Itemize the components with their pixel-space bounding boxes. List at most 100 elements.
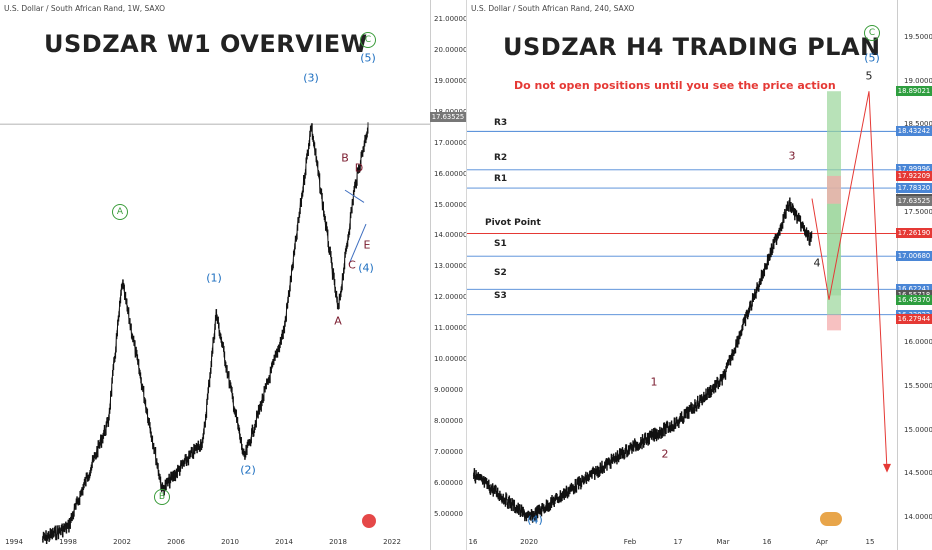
price-tag: 17.26190 <box>896 228 932 239</box>
y-tick-label: 21.00000 <box>434 15 466 24</box>
x-tick-label: 2014 <box>275 538 293 546</box>
x-tick-label: 2010 <box>221 538 239 546</box>
y-tick-label: 8.00000 <box>434 416 463 425</box>
wave-label: (5) <box>360 51 376 65</box>
wave-label: 4 <box>813 256 821 270</box>
price-tag: 17.78320 <box>896 182 932 193</box>
y-tick-label: 5.00000 <box>434 509 463 518</box>
price-tag: 17.00680 <box>896 250 932 261</box>
price-tag: 17.99996 <box>896 163 932 174</box>
y-tick-label: 20.00000 <box>434 46 466 55</box>
wave-label: (3) <box>303 71 319 85</box>
x-tick-label: 2006 <box>167 538 185 546</box>
x-tick-label: 2020 <box>520 538 538 546</box>
wave-label: E <box>363 238 371 252</box>
price-tag: 16.62241 <box>896 284 932 295</box>
y-tick-label: 15.50000 <box>904 382 932 391</box>
wave-label: A <box>112 204 128 220</box>
x-tick-label: 2018 <box>329 538 347 546</box>
price-series-line <box>41 125 369 542</box>
price-tag: 17.63525 <box>896 195 932 206</box>
y-tick-label: 6.00000 <box>434 478 463 487</box>
wave-label: 2 <box>661 447 669 461</box>
wave-label: D <box>354 161 364 175</box>
h4-price-plot[interactable] <box>467 0 932 550</box>
chart-title: USDZAR H4 TRADING PLAN <box>503 33 881 61</box>
wave-label: C <box>864 25 880 41</box>
wave-label: 1 <box>650 375 658 389</box>
symbol-label: U.S. Dollar / South African Rand, 240, S… <box>471 4 635 13</box>
price-tag: 18.89021 <box>896 86 932 97</box>
symbol-label: U.S. Dollar / South African Rand, 1W, SA… <box>4 4 166 13</box>
y-tick-label: 15.00000 <box>434 200 466 209</box>
y-tick-label: 15.00000 <box>904 425 932 434</box>
warning-note: Do not open positions until you see the … <box>514 79 836 92</box>
x-tick-label: Feb <box>623 538 637 546</box>
weekly-price-plot[interactable] <box>0 0 466 550</box>
y-tick-label: 10.00000 <box>434 355 466 364</box>
wave-label: 3 <box>788 149 796 163</box>
y-tick-label: 19.00000 <box>434 76 466 85</box>
x-tick-label: 16 <box>468 538 478 546</box>
level-label-r1: R1 <box>494 174 508 184</box>
wave-label: (4) <box>527 513 543 527</box>
y-tick-label: 16.00000 <box>434 169 466 178</box>
price-axis[interactable] <box>430 0 431 550</box>
y-tick-label: 18.50000 <box>904 120 932 129</box>
tradingview-logo <box>362 514 376 528</box>
projection-arrowhead <box>883 463 891 473</box>
level-label-pivot: Pivot Point <box>485 218 541 228</box>
weekly-chart-panel[interactable]: U.S. Dollar / South African Rand, 1W, SA… <box>0 0 466 550</box>
y-tick-label: 7.00000 <box>434 447 463 456</box>
h4-chart-panel[interactable]: U.S. Dollar / South African Rand, 240, S… <box>466 0 932 550</box>
long-stop-zone <box>827 314 841 331</box>
x-tick-label: 15 <box>865 538 875 546</box>
level-label-r2: R2 <box>494 153 508 163</box>
short-stop-zone <box>827 175 841 204</box>
level-label-s2: S2 <box>494 268 507 278</box>
y-tick-label: 13.00000 <box>434 262 466 271</box>
wave-label: (2) <box>240 463 256 477</box>
wave-label: (4) <box>358 261 374 275</box>
tradingview-logo <box>820 512 842 526</box>
price-tag: 16.55718 <box>896 289 932 300</box>
y-tick-label: 16.00000 <box>904 338 932 347</box>
y-tick-label: 18.00000 <box>434 108 466 116</box>
level-label-s3: S3 <box>494 291 507 301</box>
wave-label: B <box>341 151 349 165</box>
wave-label: B <box>154 489 170 505</box>
level-label-r3: R3 <box>494 118 508 128</box>
wave-label: C <box>348 258 356 272</box>
x-tick-label: 1994 <box>5 538 23 546</box>
price-tag: 16.27944 <box>896 314 932 325</box>
wave-label: (1) <box>206 271 222 285</box>
wave-label: A <box>334 314 342 328</box>
y-tick-label: 11.00000 <box>434 324 466 333</box>
x-tick-label: 2022 <box>383 538 401 546</box>
x-tick-label: 16 <box>762 538 772 546</box>
price-tag: 18.43242 <box>896 126 932 137</box>
x-tick-label: Apr <box>815 538 829 546</box>
wave-label: C <box>360 32 376 48</box>
wave-label: 5 <box>865 69 873 83</box>
x-tick-label: 2002 <box>113 538 131 546</box>
price-axis[interactable] <box>897 0 898 550</box>
projection-path <box>811 91 888 471</box>
y-tick-label: 19.00000 <box>904 76 932 85</box>
y-tick-label: 17.00000 <box>434 138 466 147</box>
chart-title: USDZAR W1 OVERVIEW <box>44 30 368 58</box>
x-tick-label: 1998 <box>59 538 77 546</box>
triangle-lower-line <box>348 223 367 265</box>
y-tick-label: 9.00000 <box>434 385 463 394</box>
y-tick-label: 14.00000 <box>904 513 932 521</box>
x-tick-label: 17 <box>673 538 683 546</box>
triangle-upper-line <box>344 189 365 203</box>
y-tick-label: 14.00000 <box>434 231 466 240</box>
short-target-zone <box>827 203 841 296</box>
x-tick-label: Mar <box>716 538 730 546</box>
y-tick-label: 19.50000 <box>904 33 932 41</box>
level-label-s1: S1 <box>494 239 507 249</box>
wave-label: (5) <box>864 51 880 65</box>
y-tick-label: 17.50000 <box>904 207 932 216</box>
y-tick-label: 14.50000 <box>904 469 932 478</box>
